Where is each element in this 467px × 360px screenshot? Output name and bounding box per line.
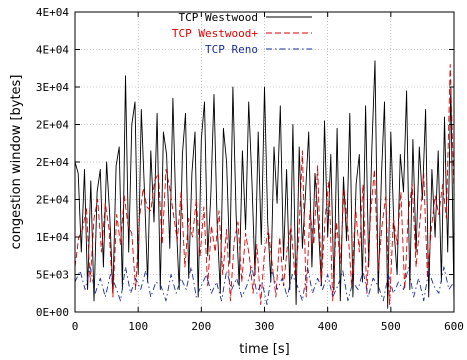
y-tick-label: 2E+04	[36, 194, 69, 207]
y-tick-label: 0E+00	[36, 306, 69, 319]
series-line-1	[74, 60, 455, 309]
legend-entry-label: TCP Reno	[205, 43, 258, 56]
y-tick-label: 2E+04	[36, 119, 69, 132]
y-tick-label: 2E+04	[36, 156, 69, 169]
y-tick-label: 4E+04	[36, 44, 69, 57]
axis-ticks: 0 100 200 300 400 500 600 0E+00 5E+03 1E+04 2E+04 2…	[36, 6, 464, 333]
series-line-2	[74, 64, 455, 305]
y-tick-label: 4E+04	[36, 6, 69, 19]
x-tick-label: 400	[318, 320, 338, 333]
legend: TCP Westwood TCP Westwood+ TCP Reno	[172, 11, 312, 56]
x-tick-label: 600	[444, 320, 464, 333]
x-tick-label: 200	[191, 320, 211, 333]
legend-entry-label: TCP Westwood+	[172, 27, 258, 40]
x-tick-label: 100	[128, 320, 148, 333]
legend-entry-label: TCP Westwood	[179, 11, 258, 24]
series-lines	[74, 60, 455, 309]
x-axis-label: time [s]	[239, 342, 289, 357]
x-tick-label: 0	[72, 320, 79, 333]
y-tick-label: 3E+04	[36, 81, 69, 94]
y-axis-label: congestion window [bytes]	[9, 75, 24, 250]
y-tick-label: 1E+04	[36, 231, 69, 244]
x-tick-label: 300	[255, 320, 275, 333]
grid-lines	[75, 12, 454, 312]
x-tick-label: 500	[381, 320, 401, 333]
y-tick-label: 5E+03	[36, 269, 69, 282]
